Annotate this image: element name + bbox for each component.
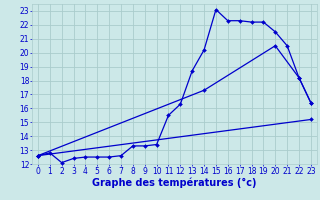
X-axis label: Graphe des températures (°c): Graphe des températures (°c)	[92, 177, 257, 188]
